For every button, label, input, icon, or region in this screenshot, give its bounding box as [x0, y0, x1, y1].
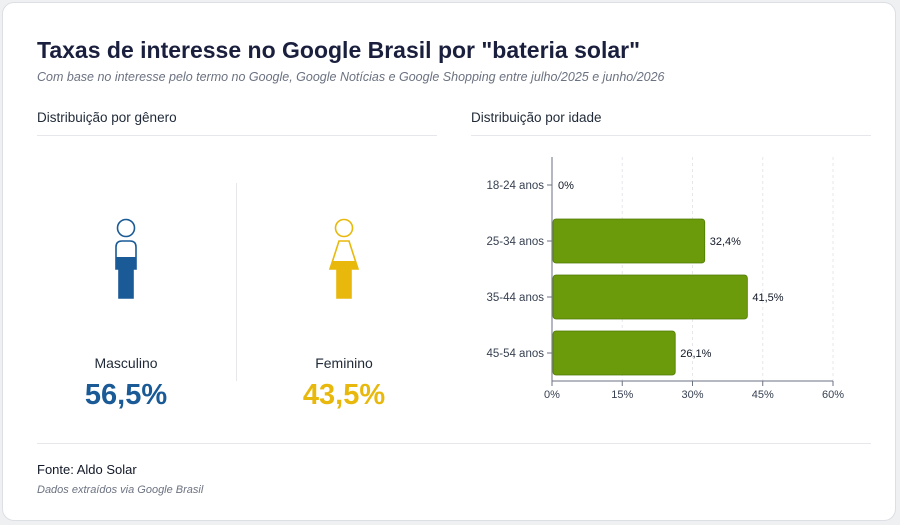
male-person-icon [115, 218, 137, 299]
male-label: Masculino [94, 355, 158, 371]
gender-male-panel: Masculino 56,5% [26, 213, 226, 411]
chart-subtitle: Com base no interesse pelo termo no Goog… [37, 70, 665, 84]
female-person-icon [328, 218, 360, 299]
x-tick-label: 60% [822, 389, 844, 401]
x-tick-label: 0% [544, 389, 560, 401]
gender-divider [236, 183, 237, 381]
footer-divider [37, 443, 871, 444]
bar [552, 330, 676, 376]
female-value: 43,5% [302, 379, 386, 411]
age-bar-chart: 0% 15% 30% 45% 60% 18-24 anos 0% 25-34 anos 32,4… [486, 157, 844, 401]
source-note: Dados extraídos via Google Brasil [37, 484, 204, 496]
source-text: Fonte: Aldo Solar [37, 462, 137, 477]
category-label: 35-44 anos [486, 292, 544, 304]
gender-section-heading: Distribuição por gênero [37, 110, 437, 136]
category-label: 18-24 anos [486, 180, 544, 192]
female-label: Feminino [315, 355, 373, 371]
x-tick-label: 30% [681, 389, 703, 401]
age-section-heading: Distribuição por idade [471, 110, 871, 136]
bar [552, 274, 748, 320]
data-label: 0% [558, 180, 574, 192]
category-label: 25-34 anos [486, 236, 544, 248]
x-tick-label: 15% [611, 389, 633, 401]
x-tick-label: 45% [752, 389, 774, 401]
data-label: 26,1% [680, 348, 711, 360]
gender-female-panel: Feminino 43,5% [244, 213, 444, 411]
male-value: 56,5% [84, 379, 168, 411]
category-label: 45-54 anos [486, 348, 544, 360]
data-label: 41,5% [752, 292, 783, 304]
data-label: 32,4% [710, 236, 741, 248]
chart-title: Taxas de interesse no Google Brasil por … [37, 37, 640, 63]
bar [552, 218, 706, 264]
